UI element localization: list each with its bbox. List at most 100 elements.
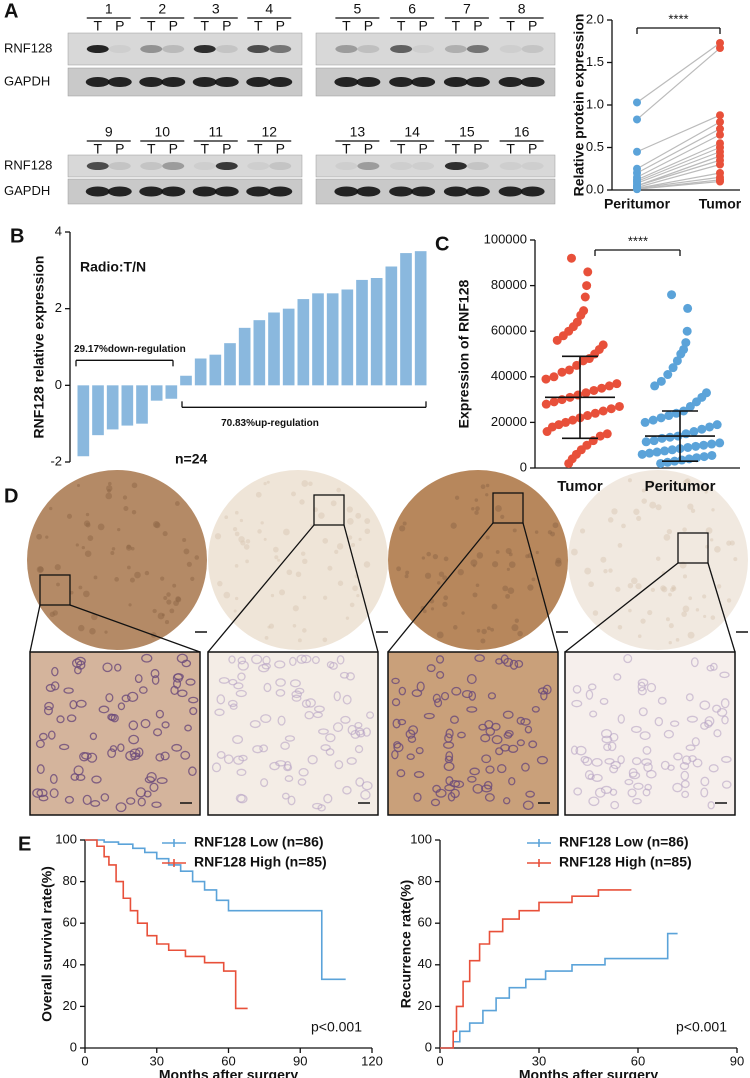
lane-type-label: T <box>200 141 209 157</box>
annotation: 29.17%down-regulation <box>74 344 186 355</box>
y-tick-label: 0 <box>70 1039 77 1054</box>
lane-number: 1 <box>105 1 113 17</box>
lane-type-label: P <box>276 18 285 34</box>
nucleus <box>171 743 183 752</box>
nucleus <box>223 754 234 765</box>
blot-band <box>193 162 216 170</box>
data-point <box>573 390 583 400</box>
nucleus <box>720 698 730 709</box>
tissue-texture <box>166 599 172 605</box>
tissue-texture <box>436 631 444 639</box>
tissue-texture <box>123 505 129 511</box>
tissue-texture <box>495 505 502 512</box>
nucleus <box>249 720 261 729</box>
tissue-texture <box>636 515 642 521</box>
nucleus <box>491 735 503 745</box>
tissue-texture <box>603 569 608 574</box>
lane-number: 10 <box>154 124 170 140</box>
nucleus <box>520 718 531 726</box>
nucleus <box>591 757 603 767</box>
nucleus <box>304 710 314 720</box>
nucleus <box>260 778 269 788</box>
tissue-texture <box>443 595 449 601</box>
nucleus <box>599 697 609 705</box>
tissue-texture <box>108 481 112 486</box>
tissue-texture <box>277 558 281 562</box>
nucleus <box>280 741 290 750</box>
nucleus <box>406 753 415 760</box>
tissue-texture <box>97 523 105 531</box>
lane-type-label: T <box>200 18 209 34</box>
tissue-texture <box>301 480 309 487</box>
nucleus <box>641 758 652 766</box>
blot-band <box>357 45 380 53</box>
tissue-texture <box>534 530 539 534</box>
nucleus <box>435 655 445 664</box>
tissue-texture <box>607 517 614 523</box>
blot-band <box>499 162 522 170</box>
nucleus <box>685 744 696 751</box>
tissue-texture <box>396 566 402 572</box>
nucleus <box>32 788 44 798</box>
nucleus <box>117 702 126 711</box>
nucleus <box>44 701 54 711</box>
tissue-texture <box>627 582 634 589</box>
blot-band <box>215 45 238 53</box>
tissue-texture <box>668 641 672 645</box>
nucleus <box>79 751 90 762</box>
tissue-texture <box>733 557 738 562</box>
blot-band <box>521 162 544 170</box>
y-tick-label: -2 <box>50 453 62 468</box>
nucleus <box>484 793 495 802</box>
lane-number: 3 <box>212 1 220 17</box>
nucleus <box>391 698 401 707</box>
nucleus <box>356 729 366 738</box>
blot-band <box>390 45 413 53</box>
data-point <box>564 458 574 468</box>
data-point <box>648 415 658 425</box>
data-point <box>716 111 724 120</box>
nucleus <box>637 681 646 692</box>
y-tick-label: 100 <box>410 831 432 846</box>
tissue-texture <box>217 580 223 587</box>
nucleus <box>189 706 198 716</box>
tissue-texture <box>535 550 539 555</box>
nucleus <box>342 694 352 705</box>
blot-band <box>268 186 293 197</box>
data-point <box>541 399 551 409</box>
blot-band <box>520 186 545 197</box>
data-point <box>692 453 702 463</box>
nucleus <box>63 687 74 694</box>
y-tick-label: 60000 <box>491 323 527 338</box>
data-point <box>581 388 591 398</box>
nucleus <box>495 747 504 756</box>
y-tick-label: 40 <box>418 956 432 971</box>
nucleus <box>140 718 151 729</box>
lane-type-label: P <box>222 18 231 34</box>
nucleus <box>587 683 597 691</box>
tissue-texture <box>172 583 177 588</box>
callout-line <box>29 604 41 653</box>
tissue-texture <box>442 601 448 607</box>
tissue-texture <box>461 611 465 615</box>
lane-type-label: T <box>93 18 102 34</box>
tissue-core <box>388 470 568 650</box>
tissue-texture <box>232 527 238 532</box>
data-point <box>583 411 593 421</box>
nucleus <box>624 778 634 786</box>
nucleus <box>35 739 45 749</box>
nucleus <box>601 735 613 744</box>
tissue-texture <box>161 613 165 617</box>
nucleus <box>673 752 683 761</box>
tissue-texture <box>128 603 132 607</box>
nucleus <box>355 777 365 787</box>
nucleus <box>721 780 732 789</box>
tissue-texture <box>511 624 519 632</box>
nucleus <box>413 771 425 779</box>
lane-number: 15 <box>459 124 475 140</box>
bar <box>400 253 412 386</box>
tissue-texture <box>716 584 722 589</box>
nucleus <box>291 694 302 702</box>
blot-band <box>520 77 545 87</box>
data-point <box>665 432 675 442</box>
